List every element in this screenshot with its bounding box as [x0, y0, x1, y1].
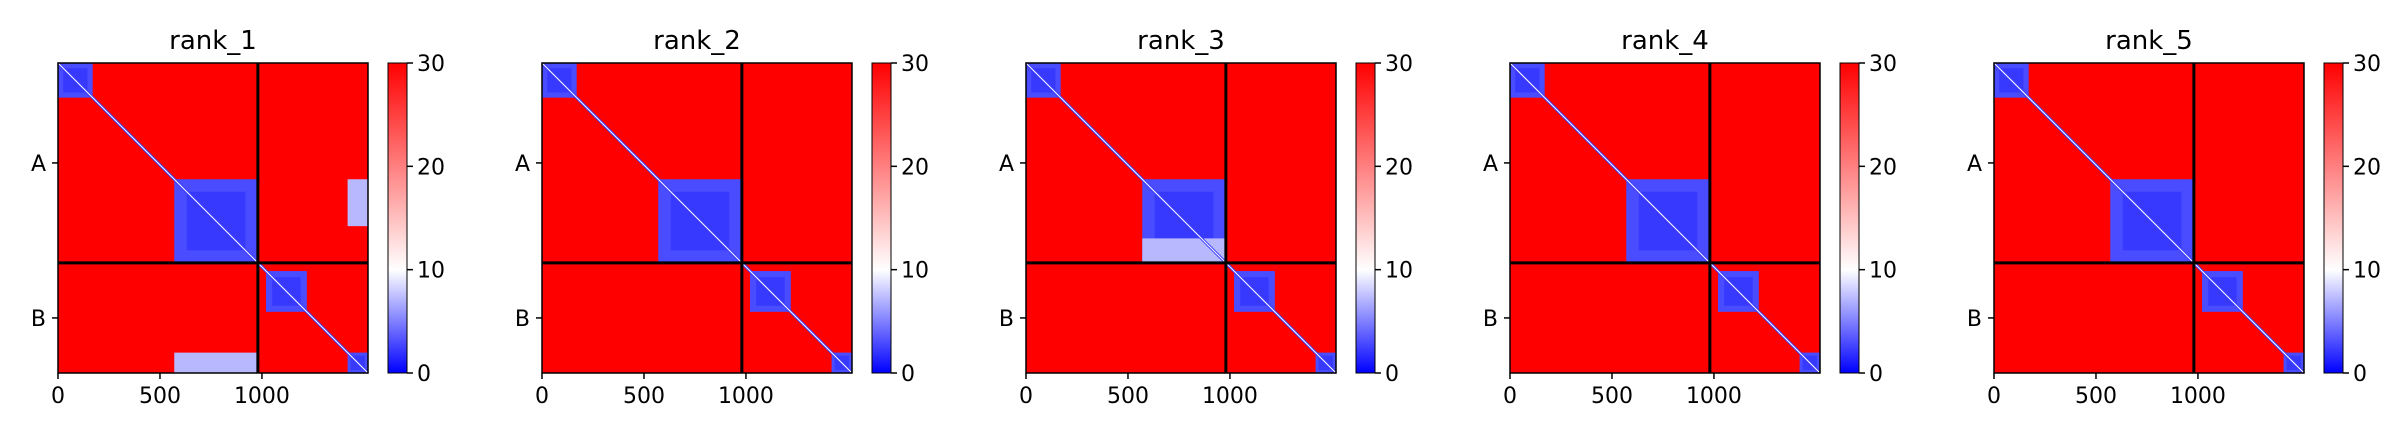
- x-tick-label: 0: [1503, 384, 1517, 409]
- colorbar-tick-label: 30: [2353, 52, 2381, 77]
- heatmap-frame: [1025, 62, 1337, 374]
- colorbar-tick-label: 0: [417, 362, 431, 387]
- x-tick-label: 500: [1107, 384, 1149, 409]
- heatmap-frame: [1509, 62, 1821, 374]
- pae-panel-2: rank_2 0 500 1000 A B 0 10 20 30: [515, 26, 929, 409]
- colorbar-tick-label: 10: [2353, 259, 2381, 284]
- chain-label-a: A: [1483, 152, 1498, 177]
- x-tick-label: 1000: [718, 384, 774, 409]
- colorbar-tick-label: 10: [901, 259, 929, 284]
- pae-panel-5: rank_5 0 500 1000 A B 0 10 20 30: [1967, 26, 2381, 409]
- panel-title: rank_2: [653, 26, 741, 56]
- colorbar-tick-label: 30: [1385, 52, 1413, 77]
- chain-label-a: A: [31, 152, 46, 177]
- mixed-pae-block: [347, 179, 368, 227]
- colorbar-tick-label: 20: [2353, 155, 2381, 180]
- heatmap-frame: [57, 62, 369, 374]
- x-tick-label: 1000: [2170, 384, 2226, 409]
- chain-label-b: B: [515, 307, 530, 332]
- colorbar-tick-label: 30: [417, 52, 445, 77]
- colorbar-tick-label: 0: [1385, 362, 1399, 387]
- heatmap-frame: [541, 62, 853, 374]
- x-tick-label: 0: [1987, 384, 2001, 409]
- x-tick-label: 0: [535, 384, 549, 409]
- panel-title: rank_3: [1137, 26, 1225, 56]
- colorbar-tick-label: 20: [901, 155, 929, 180]
- colorbar: [871, 62, 892, 374]
- colorbar-tick-label: 10: [1869, 259, 1897, 284]
- colorbar-tick-label: 30: [901, 52, 929, 77]
- diagonal-highlight: [57, 62, 369, 374]
- colorbar: [1839, 62, 1860, 374]
- x-tick-label: 500: [623, 384, 665, 409]
- colorbar-tick-label: 10: [1385, 259, 1413, 284]
- chain-label-b: B: [1483, 307, 1498, 332]
- colorbar-tick-label: 20: [1869, 155, 1897, 180]
- colorbar-tick-label: 30: [1869, 52, 1897, 77]
- colorbar-tick-label: 0: [901, 362, 915, 387]
- panel-title: rank_5: [2105, 26, 2193, 56]
- x-tick-label: 1000: [1202, 384, 1258, 409]
- pae-panel-4: rank_4 0 500 1000 A B 0 10 20 30: [1483, 26, 1897, 409]
- colorbar-tick-label: 20: [417, 155, 445, 180]
- chain-label-a: A: [999, 152, 1014, 177]
- chain-label-b: B: [31, 307, 46, 332]
- chain-label-a: A: [515, 152, 530, 177]
- x-tick-label: 0: [1019, 384, 1033, 409]
- colorbar: [387, 62, 408, 374]
- panel-title: rank_4: [1621, 26, 1709, 56]
- heatmap-frame: [1993, 62, 2305, 374]
- mixed-pae-block: [174, 352, 258, 373]
- colorbar-tick-label: 0: [1869, 362, 1883, 387]
- colorbar: [1355, 62, 1376, 374]
- x-tick-label: 1000: [234, 384, 290, 409]
- x-tick-label: 500: [139, 384, 181, 409]
- pae-panel-3: rank_3 0 500 1000 A B 0 10 20 30: [999, 26, 1413, 409]
- panel-title: rank_1: [169, 26, 257, 56]
- colorbar: [2323, 62, 2344, 374]
- diagonal-highlight: [1993, 62, 2305, 374]
- pae-panel-1: rank_1 0 500 1000 A B 0 10 20 30: [31, 26, 445, 409]
- chain-label-b: B: [999, 307, 1014, 332]
- chain-label-a: A: [1967, 152, 1982, 177]
- chain-label-b: B: [1967, 307, 1982, 332]
- x-tick-label: 500: [1591, 384, 1633, 409]
- colorbar-tick-label: 0: [2353, 362, 2367, 387]
- x-tick-label: 500: [2075, 384, 2117, 409]
- x-tick-label: 1000: [1686, 384, 1742, 409]
- x-tick-label: 0: [51, 384, 65, 409]
- colorbar-tick-label: 20: [1385, 155, 1413, 180]
- diagonal-highlight: [541, 62, 853, 374]
- colorbar-tick-label: 10: [417, 259, 445, 284]
- diagonal-highlight: [1509, 62, 1821, 374]
- diagonal-highlight: [1025, 62, 1337, 374]
